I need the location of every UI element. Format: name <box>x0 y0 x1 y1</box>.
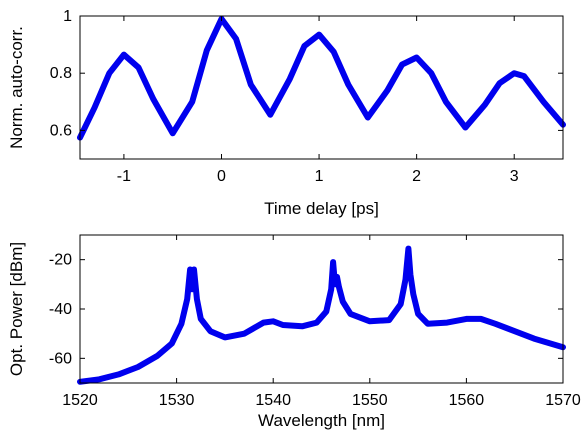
x-tick-label: 0 <box>217 168 226 185</box>
y-tick-label: -40 <box>49 301 72 318</box>
x-tick-label: 2 <box>412 168 421 185</box>
x-tick-label: 1570 <box>545 392 581 409</box>
y-axis-label: Norm. auto-corr. <box>7 26 26 149</box>
autocorrelation-panel: -1 0 1 2 3 0.6 0.8 1 Time delay [ps] Norm. auto-c… <box>7 8 566 218</box>
y-tick-label: 0.8 <box>50 65 72 82</box>
series-line-0 <box>77 245 566 385</box>
optical-spectrum-panel: 1520 1530 1540 1550 1560 1570 -60 -40 -20 Wavelen… <box>7 234 581 430</box>
x-tick-label: 1530 <box>159 392 195 409</box>
x-tick-label: 1540 <box>255 392 291 409</box>
x-tick-label: 1520 <box>62 392 98 409</box>
y-tick-label: -20 <box>49 252 72 269</box>
y-tick-label: -60 <box>49 350 72 367</box>
y-tick-label: 1 <box>63 8 72 25</box>
series-line-0 <box>77 15 566 141</box>
x-axis-label: Wavelength [nm] <box>258 411 385 430</box>
x-tick-label: 1 <box>315 168 324 185</box>
x-tick-label: 3 <box>510 168 519 185</box>
x-tick-label: 1550 <box>352 392 388 409</box>
y-tick-label: 0.6 <box>50 122 72 139</box>
y-axis-label: Opt. Power [dBm] <box>7 242 26 376</box>
x-tick-label: 1560 <box>449 392 485 409</box>
x-axis-label: Time delay [ps] <box>264 199 379 218</box>
x-tick-label: -1 <box>117 168 131 185</box>
plot-frame <box>79 15 564 160</box>
